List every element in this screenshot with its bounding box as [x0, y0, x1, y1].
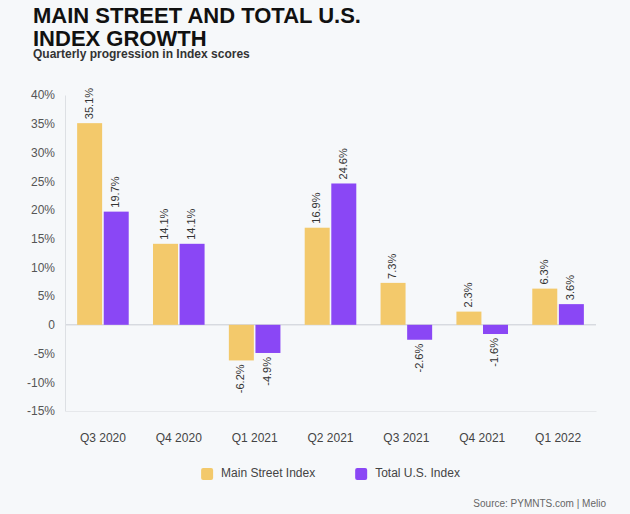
- y-tick-label: 40%: [31, 88, 55, 102]
- x-axis: Q3 2020 Q4 2020 Q1 2021 Q2 2021 Q3 2021 Q4 20…: [66, 411, 597, 445]
- bar: [77, 123, 102, 325]
- bar: [305, 228, 330, 325]
- bar: [456, 312, 481, 325]
- legend-item: Total U.S. Index: [355, 466, 460, 480]
- data-label: 16.9%: [310, 192, 322, 223]
- data-label: 19.7%: [109, 176, 121, 207]
- x-tick-label: Q1 2022: [535, 431, 581, 445]
- legend-item: Main Street Index: [201, 466, 315, 480]
- x-tick: Q3 2020: [80, 411, 126, 445]
- data-label: 6.3%: [538, 259, 550, 284]
- bar: [229, 325, 254, 361]
- x-tick-label: Q4 2020: [156, 431, 202, 445]
- x-tick-label: Q2 2021: [307, 431, 353, 445]
- bar: [532, 289, 557, 325]
- data-labels: 35.1% 14.1% -6.2% 16.9% 7.3% 2.3% 6.3% 19.7% 14.…: [83, 88, 577, 393]
- data-label: 7.3%: [386, 254, 398, 279]
- legend-label: Total U.S. Index: [375, 466, 460, 480]
- chart: 40% 35% 30% 25% 20% 15% 10% 5% 0 -5% -10% -15% Q3 20…: [0, 0, 630, 514]
- chart-subtitle: Quarterly progression in Index scores: [33, 47, 250, 61]
- x-tick: Q1 2022: [535, 411, 581, 445]
- x-tick-label: Q3 2021: [383, 431, 429, 445]
- y-tick-label: -5%: [34, 347, 56, 361]
- legend-swatch: [201, 468, 213, 480]
- data-label: 3.6%: [564, 275, 576, 300]
- bar: [331, 183, 356, 324]
- y-tick-label: 35%: [31, 117, 55, 131]
- y-axis-line: [65, 96, 66, 412]
- x-tick-label: Q4 2021: [459, 431, 505, 445]
- source-note: Source: PYMNTS.com | Melio: [473, 498, 606, 509]
- y-tick-label: 10%: [31, 261, 55, 275]
- data-label: 14.1%: [158, 208, 170, 239]
- bar: [559, 304, 584, 325]
- data-label: 14.1%: [185, 208, 197, 239]
- y-tick: 35%: [31, 117, 65, 131]
- bar: [104, 212, 129, 325]
- data-label: 24.6%: [337, 148, 349, 179]
- y-tick-label: -10%: [27, 376, 55, 390]
- y-tick: 10%: [31, 261, 65, 275]
- y-tick: -15%: [27, 404, 65, 418]
- data-label: -4.9%: [261, 357, 273, 386]
- y-tick: 25%: [31, 175, 65, 189]
- y-tick: 15%: [31, 232, 65, 246]
- y-tick-label: 20%: [31, 203, 55, 217]
- data-label: 35.1%: [83, 88, 95, 119]
- y-axis: 40% 35% 30% 25% 20% 15% 10% 5% 0 -5% -10% -15%: [27, 88, 66, 418]
- y-tick: 40%: [31, 88, 65, 102]
- legend-swatch: [355, 468, 367, 480]
- y-tick-label: 5%: [38, 289, 56, 303]
- x-tick: Q3 2021: [383, 411, 429, 445]
- zero-line: [65, 324, 596, 325]
- legend: Main Street Index Total U.S. Index: [201, 466, 460, 480]
- x-tick: Q1 2021: [232, 411, 278, 445]
- y-tick: 0: [48, 318, 65, 332]
- data-label: -6.2%: [234, 364, 246, 393]
- bar: [407, 325, 432, 340]
- y-tick: 5%: [38, 289, 65, 303]
- bars: [77, 123, 584, 360]
- x-tick-label: Q1 2021: [232, 431, 278, 445]
- y-tick: 30%: [31, 146, 65, 160]
- x-tick: Q4 2021: [459, 411, 505, 445]
- y-tick-label: 30%: [31, 146, 55, 160]
- y-tick-label: 25%: [31, 175, 55, 189]
- x-axis-line: [66, 411, 597, 412]
- x-tick: Q4 2020: [156, 411, 202, 445]
- bar: [381, 283, 406, 325]
- chart-title: MAIN STREET AND TOTAL U.S. INDEX GROWTH: [33, 4, 428, 50]
- data-label: -2.6%: [413, 344, 425, 373]
- x-tick-label: Q3 2020: [80, 431, 126, 445]
- y-tick-label: -15%: [27, 404, 55, 418]
- y-tick: -5%: [34, 347, 65, 361]
- bar: [180, 244, 205, 325]
- bar: [483, 325, 508, 334]
- y-tick-label: 15%: [31, 232, 55, 246]
- x-tick: Q2 2021: [307, 411, 353, 445]
- data-label: -1.6%: [488, 338, 500, 367]
- y-tick: -10%: [27, 376, 65, 390]
- y-tick-label: 0: [48, 318, 55, 332]
- bar: [153, 244, 178, 325]
- bar: [255, 325, 280, 353]
- data-label: 2.3%: [462, 282, 474, 307]
- legend-label: Main Street Index: [221, 466, 315, 480]
- y-tick: 20%: [31, 203, 65, 217]
